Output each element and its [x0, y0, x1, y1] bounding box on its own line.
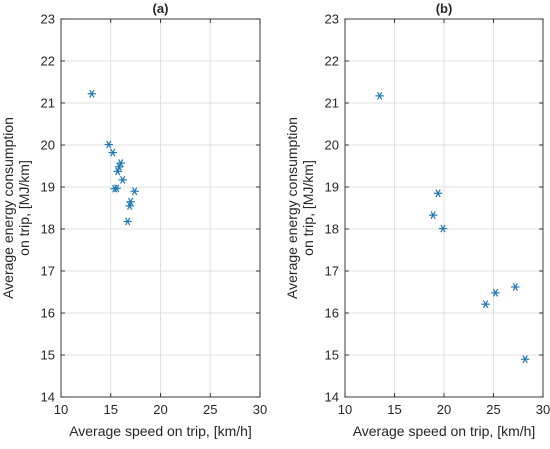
panel-a: 10 15 20 25 30 14 15 16 17 18 19 20 21 22 23 (a) Average…	[0, 1, 267, 439]
y-tick-label: 21	[41, 96, 55, 111]
y-axis-label-line-1: Average energy consumption	[284, 117, 300, 299]
x-tick-label: 10	[338, 402, 352, 417]
x-tick-label: 30	[253, 402, 267, 417]
y-tick-label: 15	[325, 348, 339, 363]
asterisk-stroke	[114, 184, 120, 193]
data-point	[104, 140, 113, 149]
data-point	[126, 197, 135, 206]
y-tick-label: 18	[41, 222, 55, 237]
y-tick-label: 14	[41, 390, 55, 405]
asterisk-stroke	[430, 211, 436, 220]
y-tick-label: 17	[325, 264, 339, 279]
asterisk-stroke	[482, 300, 489, 309]
y-tick-label: 14	[325, 390, 339, 405]
asterisk-stroke	[115, 167, 121, 176]
asterisk-stroke	[89, 89, 95, 98]
data-point	[87, 89, 97, 98]
y-tick-label: 22	[41, 54, 55, 69]
data-point	[520, 355, 530, 364]
y-tick-label: 18	[325, 222, 339, 237]
asterisk-stroke	[377, 91, 383, 100]
data-point	[511, 283, 520, 291]
panel-title: (a)	[153, 1, 169, 16]
asterisk-stroke	[110, 148, 116, 157]
data-point	[116, 159, 125, 167]
data-point	[113, 167, 122, 176]
data-point	[112, 184, 121, 193]
y-axis-label-line-2: on trip, [MJ/km]	[16, 160, 32, 256]
x-tick-label: 10	[54, 402, 68, 417]
y-tick-label: 20	[325, 138, 339, 153]
x-tick-label: 25	[486, 402, 500, 417]
y-axis-label-line-2: on trip, [MJ/km]	[300, 160, 316, 256]
asterisk-stroke	[128, 197, 134, 206]
data-point	[123, 217, 132, 226]
data-point	[375, 91, 384, 100]
x-tick-label: 15	[387, 402, 401, 417]
y-tick-label: 16	[41, 306, 55, 321]
y-tick-label: 23	[325, 12, 339, 27]
asterisk-stroke	[125, 217, 131, 226]
panel-b: 10 15 20 25 30 14 15 16 17 18 19 20 21 22 23 (b) Average…	[284, 1, 550, 439]
x-tick-label: 20	[153, 402, 167, 417]
x-tick-label: 30	[536, 402, 550, 417]
y-tick-label: 19	[325, 180, 339, 195]
y-tick-label: 15	[41, 348, 55, 363]
panel-title: (b)	[436, 1, 453, 16]
x-tick-label: 25	[203, 402, 217, 417]
data-point	[438, 224, 448, 233]
y-tick-label: 16	[325, 306, 339, 321]
data-point	[108, 148, 117, 157]
y-tick-label: 20	[41, 138, 55, 153]
asterisk-stroke	[106, 140, 112, 149]
y-tick-label: 23	[41, 12, 55, 27]
asterisk-stroke	[522, 355, 528, 364]
y-tick-label: 21	[325, 96, 339, 111]
x-axis-label: Average speed on trip, [km/h]	[353, 423, 536, 439]
data-point	[130, 187, 139, 196]
asterisk-stroke	[132, 187, 138, 196]
asterisk-stroke	[120, 175, 126, 184]
data-point	[118, 175, 127, 184]
asterisk-stroke	[512, 283, 518, 291]
asterisk-stroke	[118, 159, 124, 167]
y-axis-label-line-1: Average energy consumption	[0, 117, 16, 299]
y-tick-label: 19	[41, 180, 55, 195]
data-point	[428, 211, 438, 220]
data-point	[481, 300, 490, 309]
asterisk-stroke	[435, 189, 441, 198]
data-point	[491, 288, 500, 297]
y-tick-label: 22	[325, 54, 339, 69]
asterisk-stroke	[492, 288, 499, 297]
asterisk-stroke	[440, 224, 446, 233]
x-tick-label: 15	[104, 402, 118, 417]
data-point	[433, 189, 443, 198]
x-tick-label: 20	[437, 402, 451, 417]
y-tick-label: 17	[41, 264, 55, 279]
x-axis-label: Average speed on trip, [km/h]	[69, 423, 252, 439]
